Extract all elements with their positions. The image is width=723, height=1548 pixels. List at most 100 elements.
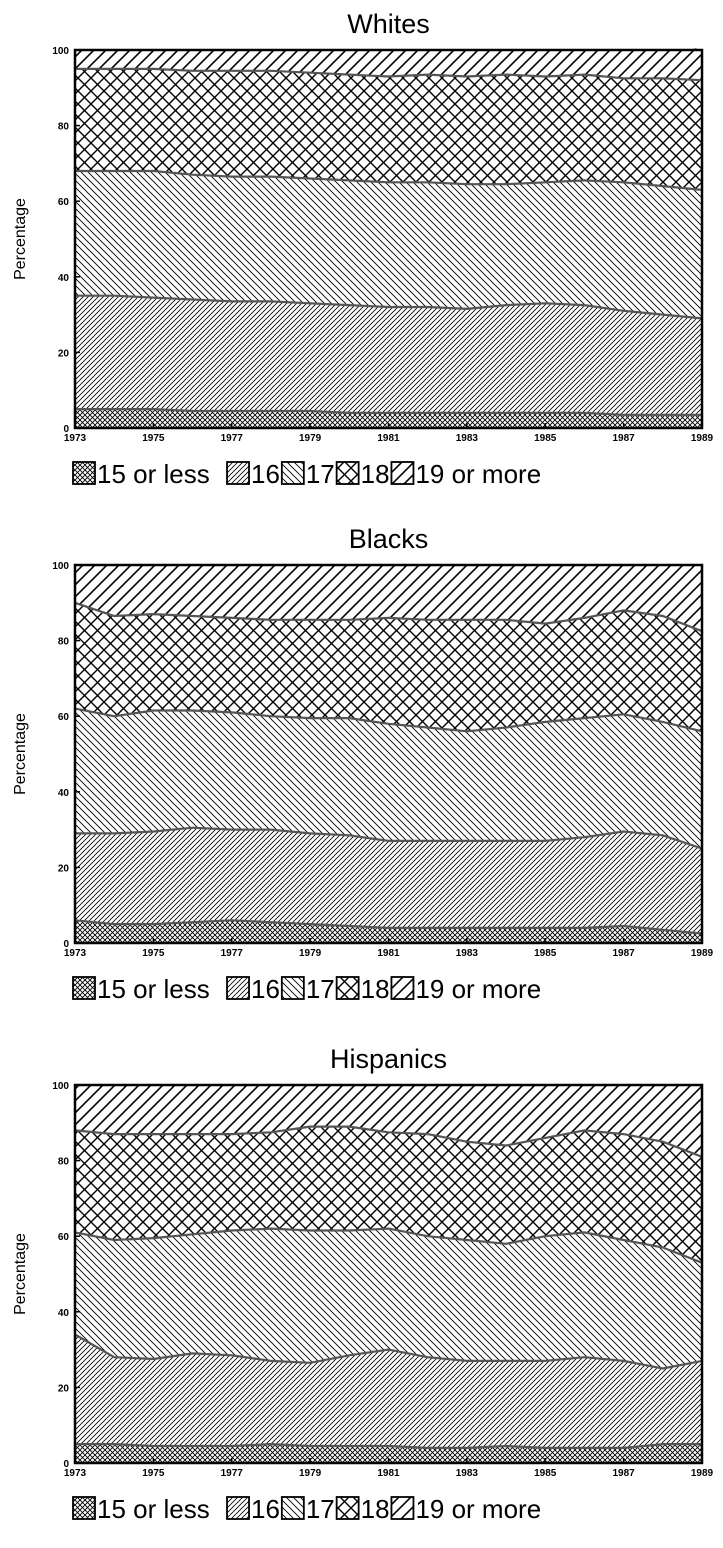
y-axis-label: Percentage (12, 713, 29, 795)
legend-swatch-16 (226, 461, 250, 485)
x-tick-label: 1973 (64, 1468, 87, 1479)
boundary-line-16 (75, 826, 703, 850)
legend-label-18: 18 (361, 1494, 390, 1524)
x-tick-label: 1975 (142, 1468, 165, 1479)
area-19-or-more (75, 48, 702, 81)
x-tick-label: 1979 (299, 1468, 322, 1479)
area-15-or-less (75, 920, 702, 943)
y-tick-label: 100 (52, 1081, 69, 1092)
x-tick-label: 1979 (299, 433, 322, 444)
legend-label-19-or-more: 19 or more (415, 1494, 541, 1524)
area-18 (75, 1126, 702, 1263)
legend-swatch-15-or-less (72, 976, 96, 1000)
x-tick-label: 1989 (691, 948, 714, 959)
y-axis-label: Percentage (12, 198, 29, 280)
chart-hispanics: Hispanics 0 20 40 60 80 100 1973 1975 1977 1979 198… (12, 1044, 714, 1524)
legend-swatch-18 (335, 976, 360, 1000)
chart-blacks: Blacks 0 20 40 60 80 100 1973 1975 1977 1979 1981 19… (12, 524, 714, 1004)
x-tick-label: 1977 (221, 948, 244, 959)
y-tick-label: 60 (58, 712, 70, 723)
x-tick-label: 1973 (64, 433, 87, 444)
y-tick-label: 40 (58, 788, 70, 799)
boundary-line-18 (74, 601, 703, 633)
x-tick-label: 1979 (299, 948, 322, 959)
boundary-line-17 (75, 169, 703, 191)
x-tick-label: 1989 (691, 433, 714, 444)
chart-whites: Whites 0 20 40 60 80 100 1973 1975 1977 1979 1981 19… (12, 9, 714, 489)
legend-label-17: 17 (306, 459, 335, 489)
legend-label-16: 16 (251, 1494, 280, 1524)
boundary-line-15-or-less (75, 408, 702, 416)
legend-swatch-19-or-more (390, 461, 415, 485)
y-tick-label: 0 (63, 424, 69, 435)
x-tick-label: 1975 (142, 948, 165, 959)
boundary-line-16 (75, 294, 703, 320)
y-tick-label: 80 (58, 637, 70, 648)
legend-label-16: 16 (251, 459, 280, 489)
x-tick-label: 1981 (377, 433, 400, 444)
area-16 (75, 295, 702, 415)
area-18 (75, 68, 702, 190)
legend-swatch-16 (226, 1496, 250, 1520)
y-tick-label: 100 (52, 46, 69, 57)
x-tick-label: 1983 (456, 433, 479, 444)
legend-swatch-15-or-less (72, 461, 96, 485)
boundary-line-15-or-less (75, 1442, 702, 1450)
legend: 15 or less 16 17 18 19 or more (72, 459, 541, 489)
area-17 (75, 171, 702, 319)
legend-swatch-16 (226, 976, 250, 1000)
legend-label-17: 17 (306, 1494, 335, 1524)
legend-label-19-or-more: 19 or more (415, 459, 541, 489)
area-17 (75, 1228, 702, 1369)
boundary-line-18 (75, 67, 703, 82)
legend-label-15-or-less: 15 or less (97, 1494, 210, 1524)
legend-swatch-17 (280, 1496, 305, 1520)
x-tick-label: 1973 (64, 948, 87, 959)
x-tick-label: 1987 (613, 948, 636, 959)
chart-title: Hispanics (330, 1044, 447, 1074)
x-tick-label: 1977 (221, 433, 244, 444)
area-18 (75, 602, 702, 732)
y-tick-label: 100 (52, 561, 69, 572)
chart-title: Blacks (349, 524, 429, 554)
area-16 (75, 827, 702, 934)
legend-label-19-or-more: 19 or more (415, 974, 541, 1004)
legend: 15 or less 16 17 18 19 or more (72, 974, 541, 1004)
boundary-line-15-or-less (74, 919, 703, 935)
area-17 (75, 708, 702, 849)
x-tick-label: 1975 (142, 433, 165, 444)
y-tick-label: 80 (58, 122, 70, 133)
legend-label-18: 18 (361, 974, 390, 1004)
legend-swatch-18 (335, 1496, 360, 1520)
boundary-line-18 (74, 1125, 703, 1158)
legend-swatch-15-or-less (72, 1496, 96, 1520)
y-tick-label: 40 (58, 273, 70, 284)
x-tick-label: 1983 (456, 1468, 479, 1479)
x-tick-label: 1981 (377, 948, 400, 959)
legend-label-17: 17 (306, 974, 335, 1004)
legend-label-16: 16 (251, 974, 280, 1004)
area-16 (75, 1334, 702, 1448)
x-tick-label: 1985 (534, 433, 557, 444)
x-tick-label: 1987 (613, 433, 636, 444)
boundary-line-16 (74, 1333, 703, 1370)
legend-swatch-18 (335, 461, 360, 485)
y-tick-label: 20 (58, 348, 70, 359)
y-tick-label: 60 (58, 1232, 70, 1243)
y-tick-label: 80 (58, 1157, 70, 1168)
legend-swatch-19-or-more (390, 1496, 415, 1520)
x-tick-label: 1985 (534, 948, 557, 959)
legend-label-15-or-less: 15 or less (97, 974, 210, 1004)
legend-swatch-17 (280, 461, 305, 485)
legend-label-15-or-less: 15 or less (97, 459, 210, 489)
y-tick-label: 0 (63, 939, 69, 950)
area-19-or-more (75, 565, 702, 632)
x-tick-label: 1985 (534, 1468, 557, 1479)
boundary-line-17 (74, 1227, 703, 1264)
x-tick-label: 1977 (221, 1468, 244, 1479)
chart-title: Whites (347, 9, 430, 39)
x-tick-label: 1987 (613, 1468, 636, 1479)
boundary-line-17 (74, 707, 703, 733)
